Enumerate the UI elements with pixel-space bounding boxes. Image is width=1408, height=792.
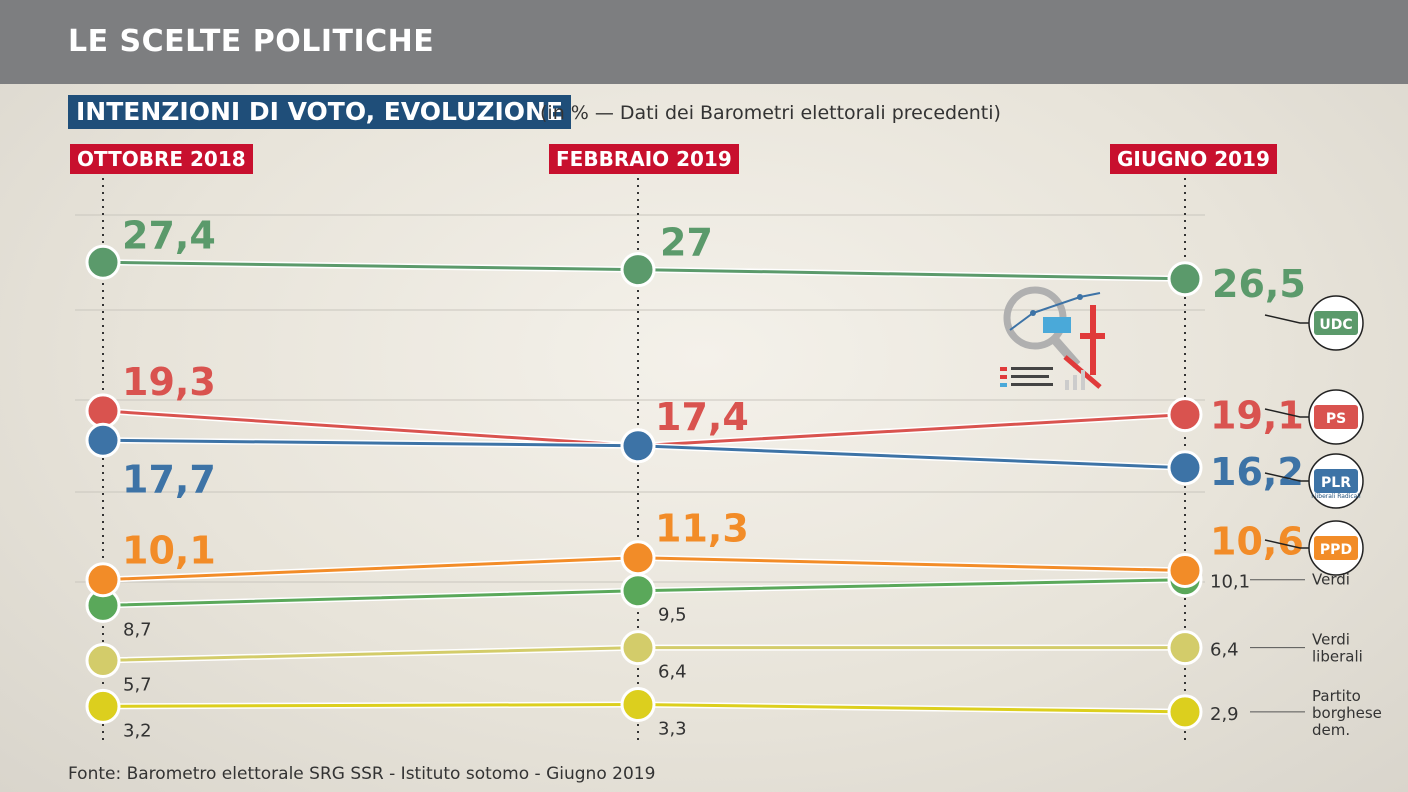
badge-fill-udc [1314,311,1358,335]
data-point-partito-borghese-dem--2 [1167,694,1203,730]
period-label-oct-2018: OTTOBRE 2018 [70,144,253,174]
value-label-udc-2: 26,5 [1212,262,1306,306]
period-label-jun-2019: GIUGNO 2019 [1110,144,1277,174]
period-label-feb-2019: FEBBRAIO 2019 [549,144,739,174]
data-point-udc-0 [85,244,121,280]
value-label-ppd-0: 10,1 [122,529,216,573]
data-point-verdi-liberali-1 [620,630,656,666]
badge-sublabel-plr: I liberali Radicali [1311,493,1361,500]
value-label-verdi-0: 8,7 [123,619,152,640]
legend-label-line-verdi-liberali-1: liberali [1312,648,1363,666]
badge-label-ppd: PPD [1320,542,1352,558]
value-label-udc-1: 27 [660,221,713,265]
value-label-verdi-liberali-2: 6,4 [1210,640,1239,661]
data-point-ppd-1 [620,540,656,576]
series-value-labels: 27,4 27 26,5 19,3 17,4 19,1 17,7 16,2 10,1 11,3 10… [122,213,1306,741]
value-label-ps-2: 19,1 [1210,394,1304,438]
data-point-plr-0 [85,422,121,458]
value-label-plr-2: 16,2 [1210,450,1304,494]
legend-leader-udc [1264,314,1310,324]
legend-leader-ppd [1264,539,1310,549]
chart-title: INTENZIONI DI VOTO, EVOLUZIONE [68,95,572,129]
value-label-verdi-1: 9,5 [658,605,687,626]
data-point-plr-2 [1167,450,1203,486]
value-label-ps-0: 19,3 [122,360,216,404]
series-points [85,244,1203,730]
source-note: Fonte: Barometro elettorale SRG SSR - Is… [68,764,656,784]
badge-fill-plr [1314,469,1358,493]
value-label-partito-borghese-dem--1: 3,3 [658,718,687,739]
data-point-verdi-1 [620,573,656,609]
header-bar [0,0,1408,84]
value-label-plr-0: 17,7 [122,457,216,501]
value-label-verdi-liberali-1: 6,4 [658,662,687,683]
value-label-partito-borghese-dem--0: 3,2 [123,720,152,741]
legend-label-line-partito-borghese-dem--2: dem. [1312,721,1350,739]
data-point-verdi-liberali-2 [1167,630,1203,666]
chart-subtitle-note: (in % — Dati dei Barometri elettorali pr… [540,102,1001,124]
data-point-partito-borghese-dem--0 [85,688,121,724]
value-label-partito-borghese-dem--2: 2,9 [1210,704,1239,725]
value-label-verdi-liberali-0: 5,7 [123,674,152,695]
badge-label-ps: PS [1326,411,1346,427]
legend-leader-plr [1264,472,1310,482]
data-point-ps-0 [85,393,121,429]
analytics-illustration-icon [1000,286,1105,390]
data-point-ppd-2 [1167,553,1203,589]
badge-label-udc: UDC [1319,317,1352,333]
legend-label-line-partito-borghese-dem--0: Partito [1312,687,1361,705]
party-badge-plr: PLR I liberali Radicali [1264,453,1364,509]
badge-label-plr: PLR [1321,475,1351,491]
data-point-partito-borghese-dem--1 [620,686,656,722]
legend-label-line-verdi-0: Verdi [1312,571,1350,589]
value-label-udc-0: 27,4 [122,213,216,257]
legend-leader-ps [1264,408,1310,418]
party-badge-ppd: PPD [1264,520,1364,576]
data-point-udc-1 [620,252,656,288]
data-point-ps-2 [1167,397,1203,433]
party-badge-udc: UDC [1264,295,1364,351]
data-point-ppd-0 [85,562,121,598]
value-label-verdi-2: 10,1 [1210,572,1250,593]
legend-label-line-verdi-liberali-0: Verdi [1312,631,1350,649]
data-point-verdi-liberali-0 [85,642,121,678]
legend-label-line-partito-borghese-dem--1: borghese [1312,704,1382,722]
party-badge-ps: PS [1264,389,1364,445]
value-label-ps-1: 17,4 [655,395,749,439]
legend-label-partito-borghese-dem-: Partito borghese dem. [1312,687,1382,739]
data-point-plr-1 [620,428,656,464]
value-label-ppd-1: 11,3 [655,507,749,551]
page-title: LE SCELTE POLITICHE [68,24,435,59]
badge-fill-ps [1314,405,1358,429]
data-point-udc-2 [1167,261,1203,297]
badge-fill-ppd [1314,536,1358,560]
legend-label-verdi: Verdi [1312,571,1350,589]
value-label-ppd-2: 10,6 [1210,520,1304,564]
legend-label-verdi-liberali: Verdi liberali [1312,631,1363,666]
